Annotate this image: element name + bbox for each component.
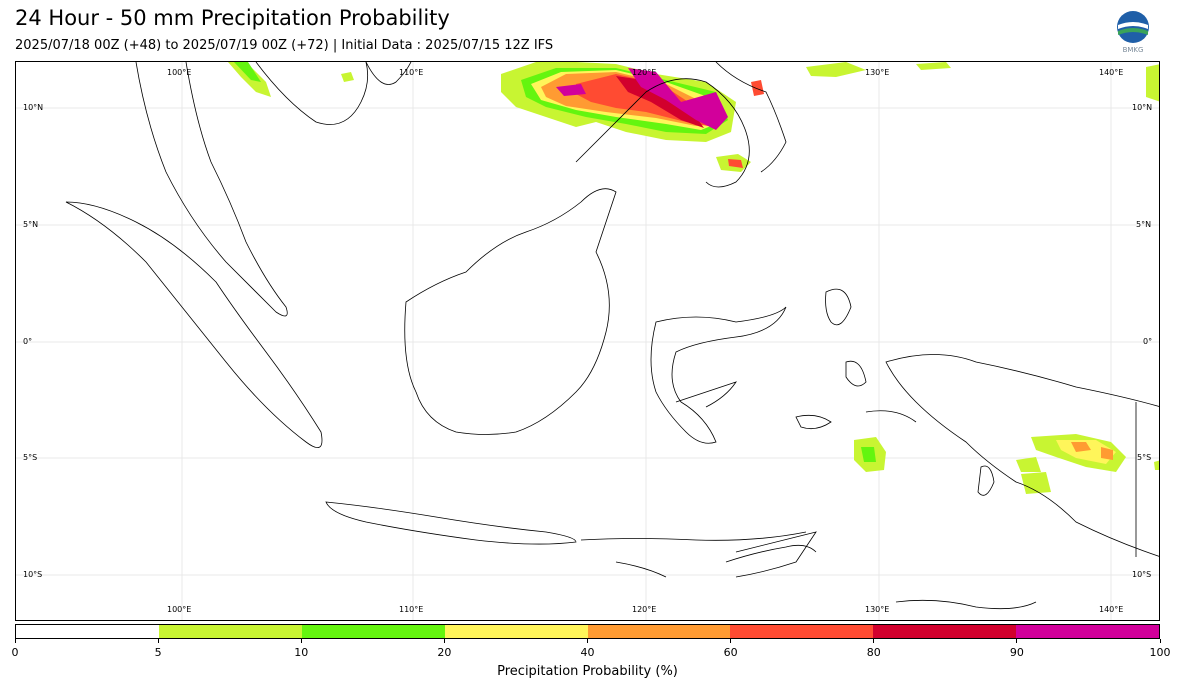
- colorbar-tick-label: 20: [437, 646, 452, 659]
- colorbar-tick-label: 0: [11, 646, 19, 659]
- lat-label-right-10n: 10°N: [1132, 103, 1153, 112]
- lon-label-top-130e: 130°E: [865, 68, 890, 77]
- colorbar-segment: [301, 625, 445, 638]
- colorbar-segment: [730, 625, 874, 638]
- colorbar-tick-label: 100: [1149, 646, 1171, 659]
- lat-label-left-0: 0°: [23, 337, 33, 346]
- colorbar-tick-mark: [443, 639, 445, 643]
- colorbar-tick-label: 80: [866, 646, 881, 659]
- lon-label-bottom-130e: 130°E: [865, 605, 890, 614]
- colorbar-segment: [444, 625, 588, 638]
- lat-label-right-0: 0°: [1143, 337, 1153, 346]
- lon-label-top-110e: 110°E: [399, 68, 424, 77]
- colorbar-tick-label: 60: [723, 646, 738, 659]
- colorbar: [15, 624, 1160, 639]
- precip-probability-shading: [228, 62, 1159, 494]
- lat-label-left-10s: 10°S: [23, 570, 43, 579]
- lon-label-top-120e: 120°E: [632, 68, 657, 77]
- colorbar-tick-mark: [1016, 639, 1018, 643]
- lon-label-bottom-120e: 120°E: [632, 605, 657, 614]
- lat-label-right-5s: 5°S: [1137, 453, 1152, 462]
- colorbar-segment: [873, 625, 1017, 638]
- map-panel: 100°E 110°E 120°E 130°E 140°E 100°E 110°…: [15, 61, 1160, 621]
- colorbar-tick-mark: [157, 639, 159, 643]
- logo-text: BMKG: [1123, 46, 1144, 54]
- colorbar-tick-label: 90: [1009, 646, 1024, 659]
- colorbar-tick-label: 10: [294, 646, 309, 659]
- lat-label-left-10n: 10°N: [23, 103, 44, 112]
- colorbar-tick-label: 40: [580, 646, 595, 659]
- lon-label-bottom-110e: 110°E: [399, 605, 424, 614]
- colorbar-tick-mark: [300, 639, 302, 643]
- colorbar-segment: [1016, 625, 1159, 638]
- colorbar-tick-mark: [1159, 639, 1161, 643]
- lon-label-bottom-140e: 140°E: [1099, 605, 1124, 614]
- colorbar-tick-mark: [730, 639, 732, 643]
- lon-label-top-140e: 140°E: [1099, 68, 1124, 77]
- bmkg-logo: BMKG: [1117, 11, 1149, 54]
- coastlines: [65, 62, 1159, 610]
- colorbar-segment: [16, 625, 159, 638]
- colorbar-tick-mark: [14, 639, 16, 643]
- colorbar-tick-mark: [873, 639, 875, 643]
- lon-label-bottom-100e: 100°E: [167, 605, 192, 614]
- colorbar-tick-label: 5: [154, 646, 162, 659]
- chart-title: 24 Hour - 50 mm Precipitation Probabilit…: [15, 6, 450, 30]
- map-gridlines: [16, 62, 1159, 620]
- chart-subtitle: 2025/07/18 00Z (+48) to 2025/07/19 00Z (…: [15, 38, 554, 53]
- lat-label-right-5n: 5°N: [1136, 220, 1152, 229]
- lat-label-left-5n: 5°N: [23, 220, 39, 229]
- colorbar-label: Precipitation Probability (%): [497, 664, 678, 679]
- colorbar-tick-mark: [587, 639, 588, 643]
- colorbar-segment: [587, 625, 731, 638]
- map-canvas: [16, 62, 1159, 620]
- lat-label-right-10s: 10°S: [1132, 570, 1152, 579]
- lat-label-left-5s: 5°S: [23, 453, 38, 462]
- lon-label-top-100e: 100°E: [167, 68, 192, 77]
- colorbar-segment: [158, 625, 302, 638]
